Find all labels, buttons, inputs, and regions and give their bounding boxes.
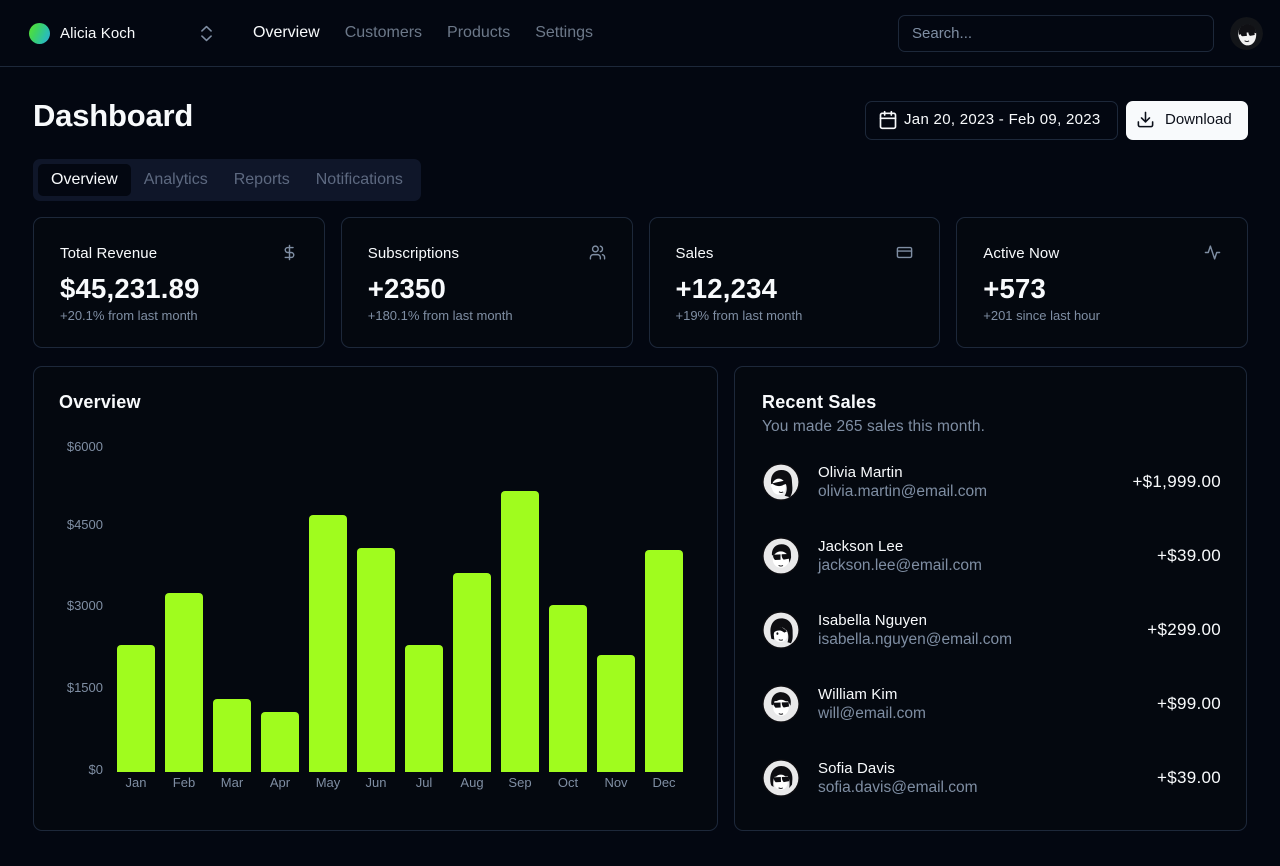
svg-text:Sep: Sep bbox=[508, 775, 531, 790]
svg-text:Apr: Apr bbox=[270, 775, 291, 790]
svg-text:$1500: $1500 bbox=[67, 680, 103, 695]
svg-text:May: May bbox=[316, 775, 341, 790]
svg-text:$6000: $6000 bbox=[67, 439, 103, 454]
svg-text:Aug: Aug bbox=[460, 775, 483, 790]
svg-text:Jul: Jul bbox=[416, 775, 433, 790]
svg-text:Oct: Oct bbox=[558, 775, 579, 790]
svg-text:Feb: Feb bbox=[173, 775, 195, 790]
svg-text:Jun: Jun bbox=[366, 775, 387, 790]
svg-text:$3000: $3000 bbox=[67, 598, 103, 613]
svg-text:Mar: Mar bbox=[221, 775, 244, 790]
svg-text:Jan: Jan bbox=[126, 775, 147, 790]
svg-text:Nov: Nov bbox=[604, 775, 628, 790]
svg-text:Dec: Dec bbox=[652, 775, 676, 790]
svg-text:$4500: $4500 bbox=[67, 517, 103, 532]
svg-text:$0: $0 bbox=[89, 762, 103, 777]
